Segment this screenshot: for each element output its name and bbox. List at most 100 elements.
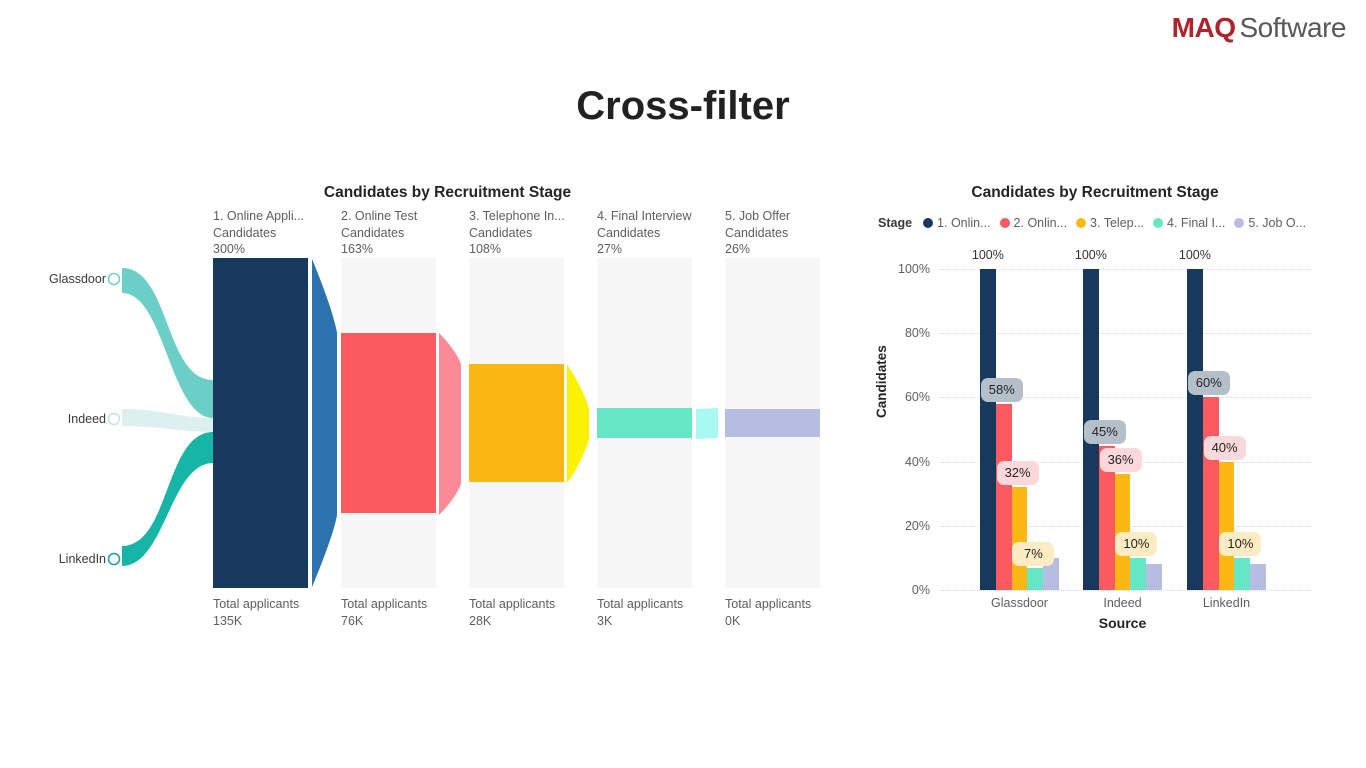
connector-stage1-stage2: [312, 259, 337, 587]
gridline: [940, 590, 1312, 591]
bar-glassdoor-stage-4[interactable]: [1027, 567, 1044, 590]
stage-total: Total applicants 3K: [597, 596, 692, 629]
funnel-chart-title: Candidates by Recruitment Stage: [323, 184, 572, 201]
legend-item-5[interactable]: 5. Job O...: [1234, 216, 1306, 230]
connector-stage2-stage3: [439, 333, 461, 515]
legend-dot-icon: [1234, 218, 1245, 228]
bar-indeed-stage-2[interactable]: [1098, 445, 1115, 590]
bar-linkedin-stage-2[interactable]: [1202, 397, 1219, 590]
funnel-bar-stage-1[interactable]: [213, 258, 308, 588]
bar-glassdoor-stage-5[interactable]: [1043, 557, 1059, 590]
stage-measure: Candidates: [725, 225, 789, 240]
stage-column-background: [725, 258, 820, 588]
page-title: Cross-filter: [576, 84, 790, 128]
total-applicants-value: 135K: [213, 613, 243, 628]
x-tick-label-linkedin: LinkedIn: [1202, 596, 1251, 610]
logo-maq-text: MAQ: [1171, 12, 1236, 43]
bar-indeed-stage-4[interactable]: [1130, 557, 1147, 590]
legend-item-4[interactable]: 4. Final I...: [1153, 216, 1225, 230]
legend-dot-icon: [923, 218, 934, 228]
stage-header: 1. Online Appli... Candidates 300%: [213, 208, 308, 258]
stage-header: 4. Final Interview Candidates 27%: [597, 208, 692, 258]
source-label-glassdoor[interactable]: Glassdoor: [49, 272, 106, 286]
linkedin-bullet-icon[interactable]: [107, 552, 121, 566]
bar-value-label: 100%: [1074, 248, 1107, 262]
stage-column-background: [213, 258, 308, 588]
bar-linkedin-stage-1[interactable]: [1187, 269, 1203, 590]
y-axis-title: Candidates: [874, 345, 889, 418]
stage-header: 3. Telephone In... Candidates 108%: [469, 208, 564, 258]
flow-linkedin[interactable]: [122, 432, 213, 566]
y-tick-label: 0%: [911, 583, 930, 597]
source-label-linkedin[interactable]: LinkedIn: [58, 552, 106, 566]
x-tick-label-indeed: Indeed: [1103, 596, 1142, 610]
stage-total: Total applicants 0K: [725, 596, 820, 629]
bar-glassdoor-stage-3[interactable]: [1011, 487, 1028, 590]
total-applicants-value: 28K: [469, 613, 492, 628]
stage-name: 1. Online Appli...: [213, 209, 305, 223]
x-axis-title: Source: [1098, 615, 1147, 631]
bar-value-callout: 60%: [1187, 371, 1230, 396]
glassdoor-bullet-icon[interactable]: [107, 272, 121, 286]
bar-glassdoor-stage-1[interactable]: [980, 269, 996, 590]
bar-value-callout: 10%: [1115, 531, 1158, 556]
stage-measure: Candidates: [597, 225, 661, 240]
total-applicants-value: 0K: [725, 613, 741, 628]
bar-indeed-stage-5[interactable]: [1146, 564, 1162, 590]
y-tick-label: 80%: [904, 326, 930, 341]
stage-column-5: 5. Job Offer Candidates 26% Total applicant…: [725, 208, 820, 629]
stage-name: 2. Online Test: [341, 209, 418, 223]
funnel-chart: Candidates by Recruitment Stage Glassdoo…: [30, 180, 850, 640]
flow-indeed[interactable]: [122, 409, 213, 432]
flow-glassdoor[interactable]: [122, 268, 213, 418]
funnel-bar-stage-4[interactable]: [597, 408, 692, 438]
stage-column-background: [597, 258, 692, 588]
funnel-bar-stage-3[interactable]: [469, 363, 564, 483]
bar-value-callout: 32%: [996, 461, 1039, 486]
bar-linkedin-stage-5[interactable]: [1250, 564, 1266, 590]
bar-value-callout: 40%: [1203, 435, 1246, 460]
bar-linkedin-stage-4[interactable]: [1234, 557, 1251, 590]
y-tick-label: 100%: [898, 262, 930, 276]
total-applicants-label: Total applicants: [213, 597, 300, 611]
legend-item-label: 5. Job O...: [1248, 216, 1307, 230]
funnel-bar-stage-5[interactable]: [725, 408, 820, 438]
stage-total: Total applicants 28K: [469, 596, 564, 629]
stage-measure: Candidates: [213, 225, 277, 240]
total-applicants-label: Total applicants: [597, 597, 684, 611]
bar-glassdoor-stage-2[interactable]: [995, 403, 1012, 590]
connector-stage3-stage4: [567, 365, 589, 483]
stage-measure: Candidates: [341, 225, 405, 240]
source-label-indeed[interactable]: Indeed: [67, 412, 106, 426]
stage-percent: 300%: [213, 242, 245, 256]
stage-total: Total applicants 76K: [341, 596, 436, 629]
legend-dot-icon: [999, 218, 1010, 228]
bar-value-callout: 45%: [1083, 419, 1126, 444]
y-tick-label: 40%: [904, 454, 930, 469]
legend-item-1[interactable]: 1. Onlin...: [923, 216, 991, 230]
bar-chart: Candidates by Recruitment Stage Stage 1.…: [860, 180, 1340, 650]
bar-value-callout: 10%: [1219, 531, 1262, 556]
stage-percent: 26%: [725, 242, 751, 256]
bar-linkedin-stage-3[interactable]: [1218, 461, 1235, 590]
stage-column-3: 3. Telephone In... Candidates 108% Total ap…: [469, 208, 564, 629]
legend-item-2[interactable]: 2. Onlin...: [999, 216, 1067, 230]
stage-column-1: 1. Online Appli... Candidates 300% Total ap…: [213, 208, 308, 629]
logo-software-text: Software: [1239, 12, 1347, 43]
maq-software-logo: MAQ Software: [1171, 12, 1347, 44]
legend-item-label: 4. Final I...: [1167, 216, 1226, 230]
stage-name: 4. Final Interview: [597, 209, 692, 223]
funnel-bar-stage-2[interactable]: [341, 333, 436, 513]
stage-percent: 163%: [341, 242, 373, 256]
indeed-bullet-icon[interactable]: [107, 412, 121, 426]
legend: Stage 1. Onlin... 2. Onlin... 3. Telep... 4…: [878, 216, 1306, 230]
stage-measure: Candidates: [469, 225, 533, 240]
stage-column-background: [341, 258, 436, 588]
total-applicants-value: 3K: [597, 613, 613, 628]
legend-item-3[interactable]: 3. Telep...: [1076, 216, 1144, 230]
bar-value-callout: 7%: [1012, 541, 1055, 566]
legend-dot-icon: [1153, 218, 1164, 228]
total-applicants-value: 76K: [341, 613, 364, 628]
legend-title: Stage: [878, 216, 913, 230]
bar-value-label: 100%: [971, 248, 1004, 262]
